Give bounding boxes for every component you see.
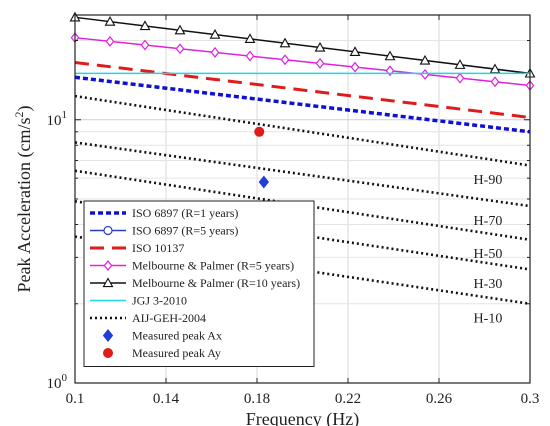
series-melbourne-palmer-r-5-years-point: [420, 68, 430, 80]
aij-curve-label: H-10: [474, 311, 503, 326]
aij-curve-label: H-70: [474, 214, 503, 229]
series-melbourne-palmer-r-10-years-point-shape: [104, 15, 116, 26]
x-tick-label: 0.1: [66, 391, 85, 407]
y-axis-title-main: Peak Acceleration (cm/s: [14, 118, 35, 293]
legend-entry-9-marker: [103, 348, 113, 358]
series-melbourne-palmer-r-5-years-point-shape: [175, 43, 185, 55]
series-melbourne-palmer-r-5-years-point: [140, 39, 150, 51]
series-measured-peak-ay-point: [254, 126, 265, 137]
series-melbourne-palmer-r-10-years-point: [104, 15, 116, 26]
series-iso-6897-r-1-years-line: [74, 75, 531, 134]
series-measured-peak-ax-point-shape: [258, 175, 269, 189]
legend-entry-2-marker: [103, 225, 113, 236]
series-melbourne-palmer-r-5-years-point-shape: [245, 50, 255, 62]
series-melbourne-palmer-r-10-years-point-shape: [314, 41, 326, 52]
series-melbourne-palmer-r-5-years-line: [74, 36, 531, 87]
series-melbourne-palmer-r-10-years-point-shape: [384, 50, 396, 61]
aij-curve-label: H-50: [474, 247, 503, 262]
y-axis-title-sup: 2: [12, 112, 26, 118]
series-measured-peak-ax-point: [258, 175, 269, 189]
legend-entry-8-marker: [102, 329, 114, 342]
series-melbourne-palmer-r-10-years-point: [419, 54, 431, 65]
legend-entry-6-label: JGJ 3-2010: [132, 294, 187, 308]
legend-entry-9-label: Measured peak Ay: [132, 346, 221, 360]
legend-entry-1-label: ISO 6897 (R=1 years): [132, 206, 238, 220]
x-tick-label: 0.22: [335, 391, 361, 407]
legend-entry-5-marker-shape: [102, 277, 114, 288]
series-melbourne-palmer-r-10-years-point: [314, 41, 326, 52]
legend-entry-3-label: ISO 10137: [132, 241, 184, 255]
series-melbourne-palmer-r-10-years-point-shape: [279, 37, 291, 48]
y-axis-title-close: ): [14, 106, 35, 112]
legend-entry-4-label: Melbourne & Palmer (R=5 years): [132, 259, 294, 273]
x-tick-label: 0.18: [244, 391, 270, 407]
aij-curve-line: [74, 141, 531, 208]
legend-entry-4-marker: [103, 260, 113, 271]
x-axis-title: Frequency (Hz): [246, 409, 359, 426]
series-melbourne-palmer-r-5-years-point: [175, 43, 185, 55]
aij-curve-line: [74, 94, 531, 167]
legend: ISO 6897 (R=1 years) ISO 6897 (R=5 years)…: [83, 200, 315, 367]
series-melbourne-palmer-r-10-years-line: [74, 16, 531, 75]
series-melbourne-palmer-r-5-years-point: [350, 61, 360, 73]
series-melbourne-palmer-r-5-years-point-shape: [105, 35, 115, 47]
series-melbourne-palmer-r-10-years-point-shape: [454, 59, 466, 69]
series-melbourne-palmer-r-5-years-point-shape: [350, 61, 360, 73]
axis-ticks: 0.1 0.14 0.18 0.22 0.26 0.3 100 101: [47, 15, 540, 407]
series-melbourne-palmer-r-10-years-point-shape: [174, 24, 186, 35]
aij-curve-label: H-30: [474, 277, 503, 292]
legend-entry-8-label: Measured peak Ax: [132, 329, 222, 343]
series-melbourne-palmer-r-10-years-point: [139, 20, 151, 31]
series-melbourne-palmer-r-5-years-point: [105, 35, 115, 47]
x-tick-label: 0.26: [426, 391, 453, 407]
series-melbourne-palmer-r-5-years-point-shape: [140, 39, 150, 51]
series-melbourne-palmer-r-10-years-point-shape: [244, 33, 256, 44]
legend-entry-7-label: AIJ-GEH-2004: [132, 311, 206, 325]
series-melbourne-palmer-r-5-years-point: [210, 46, 220, 58]
series-iso-10137-line: [74, 61, 531, 119]
series-melbourne-palmer-r-10-years-point: [244, 33, 256, 44]
x-tick-label: 0.3: [521, 391, 540, 407]
legend-entry-8-marker-shape: [102, 329, 114, 342]
legend-entry-2-label: ISO 6897 (R=5 years): [132, 224, 238, 238]
series-melbourne-palmer-r-5-years-point: [280, 54, 290, 66]
series-melbourne-palmer-r-10-years-point: [174, 24, 186, 35]
series-melbourne-palmer-r-5-years-point: [245, 50, 255, 62]
series-melbourne-palmer-r-5-years-point: [315, 57, 325, 69]
legend-entry-5-marker: [102, 277, 114, 288]
series-melbourne-palmer-r-10-years-point: [209, 28, 221, 39]
legend-entry-5-label: Melbourne & Palmer (R=10 years): [132, 276, 300, 290]
series-melbourne-palmer-r-10-years-point: [384, 50, 396, 61]
series-measured-peak-ay-point-shape: [254, 126, 265, 137]
series-melbourne-palmer-r-5-years-point: [455, 72, 465, 84]
series-melbourne-palmer-r-5-years-point-shape: [455, 72, 465, 84]
x-tick-label: 0.14: [153, 391, 180, 407]
series-melbourne-palmer-r-10-years-point-shape: [209, 28, 221, 39]
series-melbourne-palmer-r-10-years-point: [279, 37, 291, 48]
series-melbourne-palmer-r-10-years-point: [454, 59, 466, 69]
y-axis-title: Peak Acceleration (cm/s2): [12, 106, 35, 293]
series-melbourne-palmer-r-10-years-point: [349, 46, 361, 56]
series-melbourne-palmer-r-5-years-point-shape: [210, 46, 220, 58]
series-melbourne-palmer-r-5-years-point-shape: [280, 54, 290, 66]
series-melbourne-palmer-r-10-years-point-shape: [139, 20, 151, 31]
legend-entry-9-marker-shape: [103, 348, 113, 358]
series-melbourne-palmer-r-5-years-point-shape: [490, 76, 500, 88]
series-melbourne-palmer-r-10-years-point-shape: [349, 46, 361, 56]
aij-curve-label: H-90: [474, 173, 503, 188]
series-melbourne-palmer-r-5-years-point: [490, 76, 500, 88]
series-melbourne-palmer-r-5-years-point-shape: [420, 68, 430, 80]
series-melbourne-palmer-r-5-years-point-shape: [315, 57, 325, 69]
series-melbourne-palmer-r-10-years-point-shape: [419, 54, 431, 65]
legend-entry-4-marker-shape: [103, 260, 113, 271]
legend-entry-2-marker-shape: [103, 225, 113, 236]
y-tick-label: 100: [47, 372, 68, 392]
curve-labels: H-90 H-70 H-50 H-30 H-10: [474, 173, 503, 326]
y-tick-label: 101: [47, 109, 68, 129]
